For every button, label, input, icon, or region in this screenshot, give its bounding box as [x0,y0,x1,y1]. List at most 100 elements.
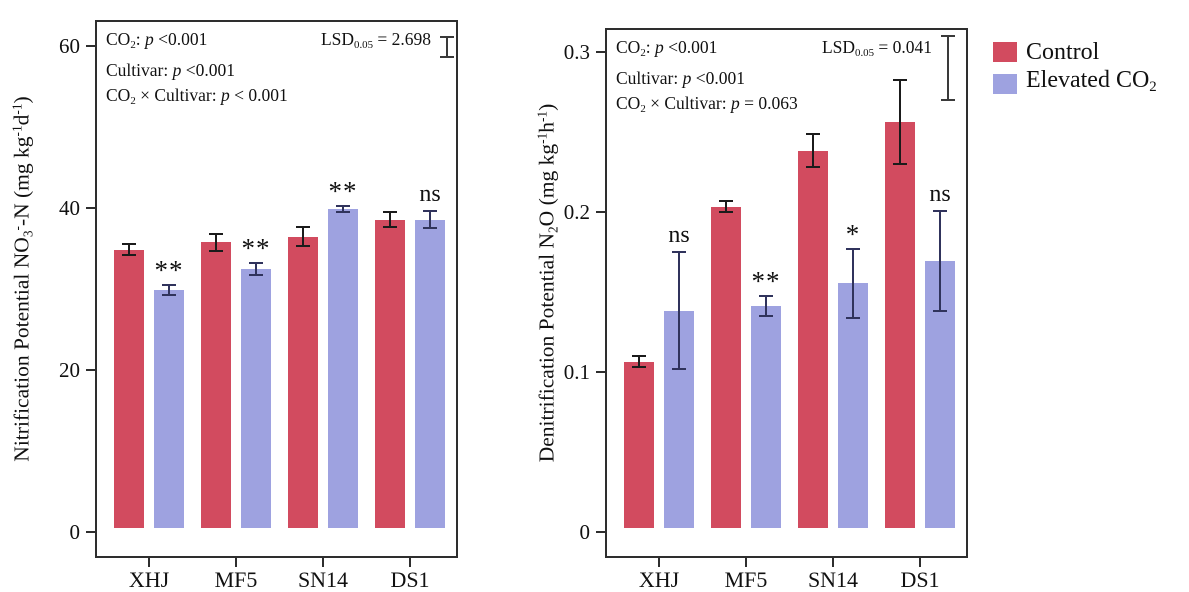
nitrification-y-axis-label: Nitrification Potential NO3--N (mg kg-1d… [9,96,36,462]
x-tick-mark [409,558,411,567]
error-bar-bottom-cap [759,314,773,317]
error-bar-bottom-cap [806,166,820,169]
legend-label-control: Control [1026,39,1100,65]
bar-control-xhj [114,249,144,528]
x-tick-mark [235,558,237,567]
significance-label-xhj: ** [154,254,184,285]
error-bar-top-cap [632,355,646,358]
significance-label-ds1: ns [929,180,951,207]
legend: Control Elevated CO2 [993,40,1157,103]
error-bar-line [638,355,640,369]
x-tick-label-ds1: DS1 [900,567,940,592]
denitrification-lsd-label: LSD0.05 = 0.041 [821,37,932,60]
error-bar-elevated-co2-sn14 [336,205,350,214]
nitrification-panel: CO2: p <0.001 Cultivar: p <0.001 CO2 × Cul… [59,20,458,592]
x-tick-mark [322,558,324,567]
error-bar-top-cap [209,232,223,235]
error-bar-line [812,133,814,169]
y-tick-label: 0 [579,520,591,544]
legend-label-elevated-co2: Elevated CO2 [1026,67,1157,96]
error-bar-top-cap [759,294,773,297]
error-bar-top-cap [249,261,263,264]
y-tick-mark [596,51,605,54]
stats-line-2: Cultivar: p <0.001 [616,68,745,89]
error-bar-control-xhj [632,355,646,369]
error-bar-line [725,200,727,214]
error-bar-top-cap [423,209,437,212]
y-tick-mark [596,211,605,214]
error-bar-line [852,248,854,319]
stats-line-1: CO2: p <0.001 [616,37,718,60]
nitrification-lsd-label: LSD0.05 = 2.698 [320,29,431,52]
bar-control-xhj [624,361,654,528]
stats-line-2: Cultivar: p <0.001 [106,60,235,81]
lsd-range-bar [440,36,454,58]
y-tick-label: 40 [59,196,80,221]
lsd-bar-line [947,35,949,101]
error-bar-line [255,261,257,277]
significance-label-sn14: ** [328,176,358,206]
error-bar-elevated-co2-mf5 [249,261,263,277]
stats-line-1: CO2: p <0.001 [106,29,208,52]
bar-control-mf5 [201,242,231,528]
error-bar-top-cap [806,133,820,136]
x-tick-label-sn14: SN14 [807,567,859,592]
y-tick-mark [86,45,95,48]
error-bar-bottom-cap [249,274,263,277]
error-bar-line [342,205,344,214]
y-tick-mark [596,371,605,374]
significance-label-mf5: ** [751,265,781,296]
significance-label-xhj: ns [668,222,690,249]
denitrification-panel: CO2: p <0.001 Cultivar: p <0.001 CO2 × Cul… [564,28,968,592]
error-bar-top-cap [933,209,947,212]
x-tick-label-sn14: SN14 [297,567,349,592]
nitrification-anova-stats: CO2: p <0.001 Cultivar: p <0.001 CO2 × Cul… [106,27,288,114]
denitrification-anova-stats: CO2: p <0.001 Cultivar: p <0.001 CO2 × Cul… [616,35,798,122]
legend-swatch-control [993,42,1017,62]
stats-line-3: CO2 × Cultivar: p = 0.063 [616,93,798,116]
bar-elevated-co2-sn14 [328,209,358,528]
error-bar-control-mf5 [209,232,223,252]
error-bar-bottom-cap [383,226,397,229]
x-tick-mark [658,558,660,567]
y-tick-label: 0.3 [563,40,590,65]
lsd-bar-bottom-cap [440,56,454,58]
error-bar-line [128,243,130,256]
error-bar-control-ds1 [893,78,907,166]
error-bar-top-cap [122,243,136,246]
x-tick-mark [919,558,921,567]
significance-label-ds1: ns [419,180,441,207]
error-bar-bottom-cap [719,211,733,214]
y-tick-mark [86,369,95,372]
legend-item-elevated-co2: Elevated CO2 [993,68,1157,99]
significance-label-mf5: ** [241,232,271,263]
error-bar-bottom-cap [672,367,686,370]
denitrification-y-axis-label: Denitrification Potential N2O (mg kg-1h-… [534,103,561,463]
error-bar-bottom-cap [162,294,176,297]
y-tick-label: 60 [59,34,80,59]
error-bar-line [939,209,941,313]
error-bar-line [678,251,680,370]
bar-control-ds1 [375,219,405,528]
error-bar-elevated-co2-mf5 [759,294,773,317]
error-bar-elevated-co2-ds1 [423,209,437,230]
error-bar-top-cap [893,78,907,81]
bar-elevated-co2-mf5 [751,305,781,528]
lsd-bar-top-cap [941,35,955,37]
error-bar-elevated-co2-sn14 [846,248,860,319]
y-tick-mark [596,531,605,533]
error-bar-line [168,283,170,297]
error-bar-top-cap [383,210,397,213]
error-bar-line [302,226,304,248]
y-tick-mark [86,207,95,210]
error-bar-control-ds1 [383,210,397,229]
error-bar-line [765,294,767,317]
error-bar-top-cap [719,200,733,203]
significance-label-sn14: * [845,219,861,250]
error-bar-control-mf5 [719,200,733,214]
lsd-bar-bottom-cap [941,99,955,101]
legend-item-control: Control [993,40,1157,64]
error-bar-top-cap [336,205,350,208]
x-tick-label-xhj: XHJ [128,567,170,592]
